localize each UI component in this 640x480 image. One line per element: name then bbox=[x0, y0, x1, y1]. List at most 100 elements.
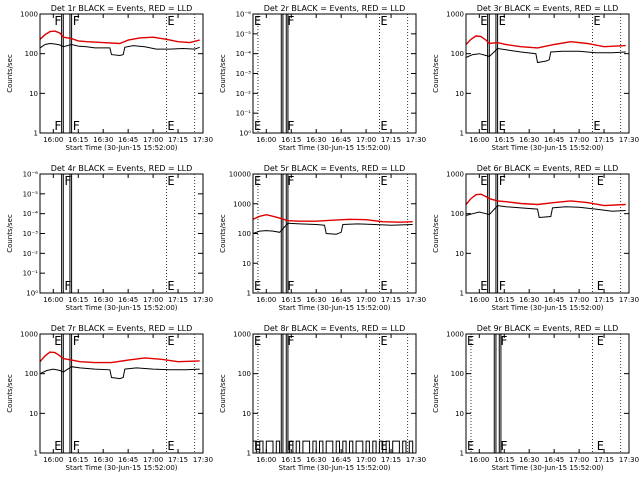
event-band bbox=[285, 334, 289, 453]
flag-label: F bbox=[500, 334, 507, 348]
x-tick-label: 17:00 bbox=[569, 456, 589, 464]
x-tick-label: 17:15 bbox=[168, 456, 188, 464]
x-tick-label: 16:00 bbox=[256, 136, 276, 144]
y-tick-label: 10 bbox=[242, 260, 251, 268]
series-events-line bbox=[465, 47, 626, 64]
y-tick-label: 100 bbox=[238, 370, 251, 378]
y-tick-label: 1000 bbox=[446, 11, 464, 19]
y-tick-label: 10⁻⁴ bbox=[236, 50, 252, 58]
x-tick-label: 16:45 bbox=[331, 456, 351, 464]
y-tick-label: 1000 bbox=[446, 171, 464, 179]
flag-label: F bbox=[64, 279, 71, 293]
x-tick-label: 17:00 bbox=[143, 456, 163, 464]
x-tick-label: 17:00 bbox=[356, 296, 376, 304]
flag-label: E bbox=[597, 279, 604, 293]
x-tick-label: 16:30 bbox=[306, 136, 326, 144]
x-tick-label: 16:15 bbox=[494, 456, 514, 464]
x-tick-label: 16:45 bbox=[331, 296, 351, 304]
y-tick-label: 10 bbox=[29, 410, 38, 418]
flag-label: E bbox=[597, 334, 604, 348]
x-tick-label: 17:00 bbox=[143, 296, 163, 304]
flag-label: F bbox=[287, 174, 294, 188]
x-tick-label: 16:45 bbox=[118, 296, 138, 304]
plot-frame bbox=[252, 13, 417, 134]
y-tick-label: 10000 bbox=[229, 171, 251, 179]
y-tick-label: 10⁻⁶ bbox=[23, 171, 39, 179]
x-tick-label: 16:00 bbox=[256, 296, 276, 304]
panel-8: Det 8r BLACK = Events, RED = LLDEEFFEE11… bbox=[219, 324, 426, 472]
x-tick-label: 16:45 bbox=[118, 456, 138, 464]
y-tick-label: 1000 bbox=[20, 11, 38, 19]
y-axis-label: Counts/sec bbox=[432, 214, 440, 253]
x-tick-label: 16:15 bbox=[68, 136, 88, 144]
y-tick-label: 10⁻¹ bbox=[23, 270, 39, 278]
panel-4: Det 4r BLACK = Events, RED = LLDFFEE10⁰1… bbox=[6, 164, 213, 312]
panel-title: Det 4r BLACK = Events, RED = LLD bbox=[51, 164, 193, 173]
panel-9: Det 9r BLACK = Events, RED = LLDEEFFEE11… bbox=[432, 324, 639, 472]
plot-frame bbox=[39, 173, 204, 294]
x-axis-label: Start Time (30-Jun-15 15:52:00) bbox=[279, 144, 391, 152]
flag-label: F bbox=[500, 439, 507, 453]
x-tick-label: 16:30 bbox=[306, 456, 326, 464]
x-axis-label: Start Time (30-Jun-15 15:52:00) bbox=[66, 144, 178, 152]
x-tick-label: 17:00 bbox=[569, 296, 589, 304]
plot-frame bbox=[465, 173, 630, 294]
flag-label: F bbox=[64, 174, 71, 188]
x-tick-label: 17:15 bbox=[594, 296, 614, 304]
x-tick-label: 16:30 bbox=[93, 456, 113, 464]
y-tick-label: 10⁻¹ bbox=[236, 110, 252, 118]
flag-label: E bbox=[380, 174, 387, 188]
x-tick-label: 17:30 bbox=[406, 456, 426, 464]
flag-label: F bbox=[287, 439, 294, 453]
x-tick-label: 16:00 bbox=[43, 456, 63, 464]
y-tick-label: 1 bbox=[247, 290, 251, 298]
x-tick-label: 16:00 bbox=[469, 136, 489, 144]
flag-label: E bbox=[480, 174, 487, 188]
x-tick-label: 17:00 bbox=[569, 136, 589, 144]
series-lld-line bbox=[465, 35, 626, 49]
event-band bbox=[280, 14, 284, 133]
flag-label: E bbox=[499, 14, 506, 28]
y-tick-label: 10⁻⁵ bbox=[23, 190, 39, 198]
flag-label: F bbox=[73, 119, 80, 133]
x-tick-label: 16:15 bbox=[494, 136, 514, 144]
event-band bbox=[69, 174, 73, 293]
flag-label: E bbox=[480, 279, 487, 293]
y-tick-label: 1 bbox=[460, 290, 464, 298]
x-tick-label: 16:15 bbox=[281, 136, 301, 144]
y-axis-label: Counts/sec bbox=[6, 214, 14, 253]
event-band bbox=[487, 174, 490, 293]
x-tick-label: 17:30 bbox=[619, 456, 639, 464]
plot-frame bbox=[465, 13, 630, 134]
y-axis-label: Counts/sec bbox=[432, 54, 440, 93]
y-axis-label: Counts/sec bbox=[219, 54, 227, 93]
y-tick-label: 10⁰ bbox=[239, 130, 251, 138]
flag-label: E bbox=[167, 334, 174, 348]
plot-frame bbox=[252, 173, 417, 294]
x-tick-label: 17:30 bbox=[406, 136, 426, 144]
x-tick-label: 17:15 bbox=[168, 136, 188, 144]
flag-label: E bbox=[254, 119, 261, 133]
flag-label: F bbox=[499, 174, 506, 188]
panel-6: Det 6r BLACK = Events, RED = LLDEEFFEE11… bbox=[432, 164, 639, 312]
x-tick-label: 16:30 bbox=[519, 136, 539, 144]
y-tick-label: 1 bbox=[460, 450, 464, 458]
flag-label: E bbox=[54, 334, 61, 348]
panel-title: Det 7r BLACK = Events, RED = LLD bbox=[51, 324, 193, 333]
panel-title: Det 8r BLACK = Events, RED = LLD bbox=[264, 324, 406, 333]
flag-label: E bbox=[380, 119, 387, 133]
flag-label: F bbox=[287, 14, 294, 28]
x-tick-label: 17:15 bbox=[381, 456, 401, 464]
flag-label: E bbox=[167, 119, 174, 133]
flag-label: E bbox=[254, 14, 261, 28]
panel-title: Det 6r BLACK = Events, RED = LLD bbox=[477, 164, 619, 173]
flag-label: E bbox=[167, 279, 174, 293]
x-tick-label: 17:30 bbox=[193, 136, 213, 144]
y-tick-label: 1 bbox=[460, 130, 464, 138]
flag-label: F bbox=[287, 119, 294, 133]
y-axis-label: Counts/sec bbox=[219, 374, 227, 413]
flag-label: E bbox=[467, 439, 474, 453]
flag-label: E bbox=[467, 334, 474, 348]
flag-label: E bbox=[480, 119, 487, 133]
x-tick-label: 17:00 bbox=[356, 136, 376, 144]
